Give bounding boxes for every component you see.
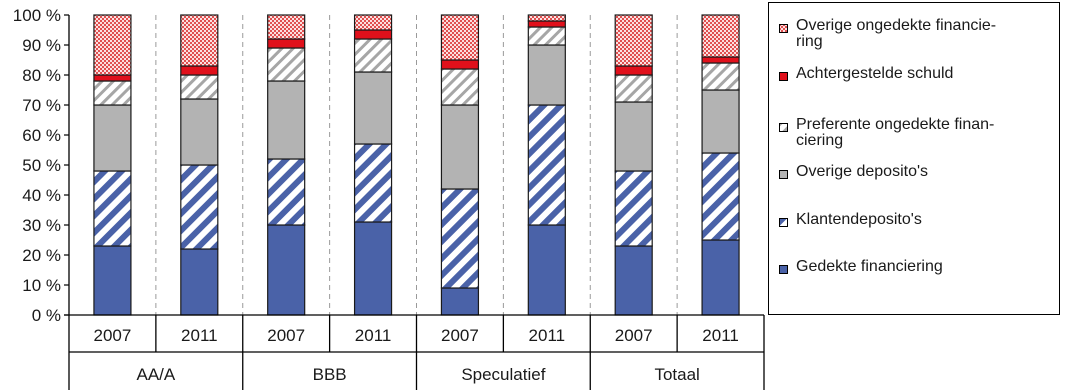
legend-item-achtergestelde-schuld: Achtergestelde schuld	[779, 66, 1053, 82]
legend-item-preferente-ongedekte-financiering: Preferente ongedekte finan- ciering	[779, 117, 1053, 149]
y-tick-label: 100 %	[13, 6, 61, 25]
bar-segment-klantendepositos	[180, 164, 219, 250]
legend-label: Overige ongedekte financie- ring	[796, 17, 997, 50]
bar-segment-achtergestelde-schuld	[440, 59, 480, 70]
legend-item-overige-depositos: Overige deposito's	[779, 164, 1053, 180]
legend-swatch-grey	[779, 170, 788, 179]
chart-legend: Overige ongedekte financie- ring Achterg…	[768, 2, 1060, 315]
legend-item-gedekte-financiering: Gedekte financiering	[779, 259, 1053, 275]
legend-label: Achtergestelde schuld	[796, 65, 954, 82]
bar-segment-preferente-ongedekte	[93, 80, 132, 106]
legend-label: Overige deposito's	[796, 163, 929, 180]
bar-segment-achtergestelde-schuld	[180, 65, 219, 76]
bar-segment-gedekte-financiering	[180, 248, 219, 316]
bar-segment-overige-depositos	[93, 104, 132, 172]
bar-segment-achtergestelde-schuld	[701, 56, 740, 64]
bar-segment-gedekte-financiering	[353, 221, 393, 316]
y-tick-label: 90 %	[22, 36, 61, 55]
bar-segment-klantendepositos	[614, 170, 653, 247]
bar-segment-achtergestelde-schuld	[353, 29, 393, 40]
bar-segment-gedekte-financiering	[701, 239, 740, 316]
x-tick-label: 2011	[529, 326, 566, 345]
bar-segment-gedekte-financiering	[93, 245, 132, 316]
bar-segment-klantendepositos	[701, 152, 740, 241]
y-tick-label: 30 %	[22, 216, 61, 235]
x-tick-label: 2011	[181, 326, 218, 345]
bar-segment-overige-ongedekte	[267, 14, 306, 40]
bar-segment-klantendepositos	[353, 143, 393, 223]
y-tick-label: 10 %	[22, 276, 61, 295]
legend-label: Gedekte financiering	[796, 258, 943, 275]
bar-segment-preferente-ongedekte	[267, 47, 306, 82]
bar-segment-preferente-ongedekte	[180, 74, 219, 100]
y-tick-label: 20 %	[22, 246, 61, 265]
x-tick-label: 2007	[94, 326, 132, 345]
x-tick-label: 2007	[615, 326, 653, 345]
bar-segment-achtergestelde-schuld	[267, 38, 306, 49]
bar-segment-overige-depositos	[527, 44, 566, 106]
bar-segment-overige-depositos	[614, 101, 653, 172]
bar-segment-overige-ongedekte	[93, 14, 132, 76]
bar-segment-gedekte-financiering	[614, 245, 653, 316]
legend-swatch-hatch	[779, 123, 788, 132]
bar-segment-gedekte-financiering	[527, 224, 566, 316]
bar-segment-klantendepositos	[93, 170, 132, 247]
bar-segment-overige-depositos	[180, 98, 219, 166]
y-tick-label: 60 %	[22, 126, 61, 145]
x-tick-label: 2011	[702, 326, 739, 345]
legend-swatch-red	[779, 72, 788, 81]
x-tick-label: 2007	[267, 326, 305, 345]
bar-segment-overige-depositos	[267, 80, 306, 160]
bar-segment-achtergestelde-schuld	[614, 65, 653, 76]
y-tick-label: 40 %	[22, 186, 61, 205]
legend-swatch-diagonal	[779, 218, 788, 227]
x-group-label: BBB	[313, 365, 347, 384]
bar-segment-overige-depositos	[440, 104, 480, 190]
bar-segment-achtergestelde-schuld	[93, 74, 132, 82]
legend-swatch-checker	[779, 24, 788, 33]
bar-segment-overige-depositos	[701, 89, 740, 154]
bar-segment-overige-ongedekte	[614, 14, 653, 67]
bar-segment-overige-ongedekte	[353, 14, 393, 31]
x-group-label: Totaal	[654, 365, 699, 384]
x-tick-label: 2007	[441, 326, 479, 345]
bar-segment-overige-ongedekte	[701, 14, 740, 58]
legend-item-overige-ongedekte-financiering: Overige ongedekte financie- ring	[779, 18, 1053, 50]
bar-segment-klantendepositos	[440, 188, 480, 289]
y-tick-label: 70 %	[22, 96, 61, 115]
bar-segment-preferente-ongedekte	[353, 38, 393, 73]
x-tick-label: 2011	[355, 326, 392, 345]
y-tick-label: 50 %	[22, 156, 61, 175]
y-tick-label: 80 %	[22, 66, 61, 85]
bar-segment-overige-ongedekte	[527, 14, 566, 22]
legend-item-klantendepositos: Klantendeposito's	[779, 212, 1053, 228]
bar-segment-preferente-ongedekte	[440, 68, 480, 106]
bar-segment-preferente-ongedekte	[701, 62, 740, 91]
bar-segment-klantendepositos	[267, 158, 306, 226]
bar-segment-gedekte-financiering	[440, 287, 480, 316]
bar-segment-preferente-ongedekte	[614, 74, 653, 103]
bar-segment-klantendepositos	[527, 104, 566, 226]
legend-label: Klantendeposito's	[796, 211, 922, 228]
bar-segment-preferente-ongedekte	[527, 26, 566, 46]
x-group-label: Speculatief	[461, 365, 545, 384]
bar-segment-overige-ongedekte	[440, 14, 480, 61]
y-tick-label: 0 %	[32, 306, 61, 325]
bar-segment-gedekte-financiering	[267, 224, 306, 316]
bar-segment-overige-depositos	[353, 71, 393, 145]
legend-swatch-blue	[779, 265, 788, 274]
bar-segment-achtergestelde-schuld	[527, 20, 566, 28]
x-group-label: AA/A	[137, 365, 176, 384]
legend-label: Preferente ongedekte finan- ciering	[796, 116, 995, 149]
bar-segment-overige-ongedekte	[180, 14, 219, 67]
